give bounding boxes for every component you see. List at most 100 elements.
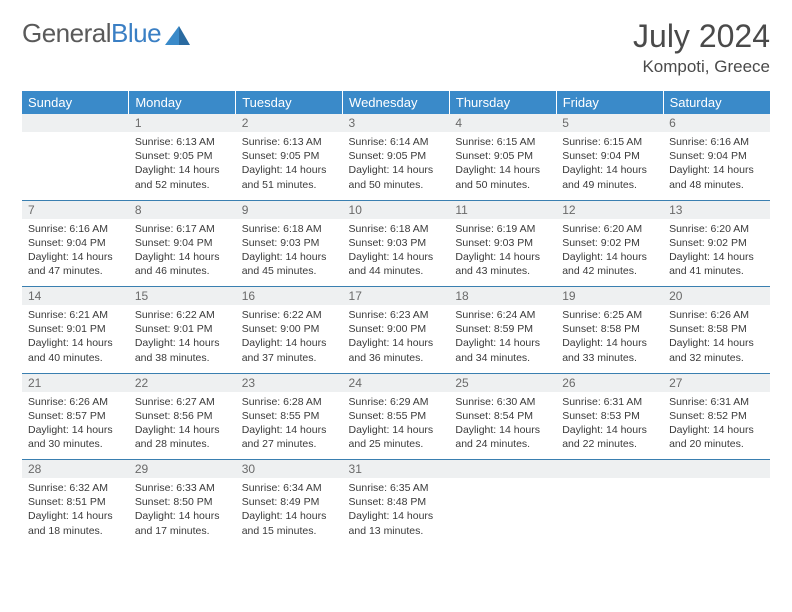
daylight-line: Daylight: 14 hours and 45 minutes. xyxy=(242,250,337,278)
day-content-cell: Sunrise: 6:26 AMSunset: 8:57 PMDaylight:… xyxy=(22,392,129,460)
daylight-line: Daylight: 14 hours and 27 minutes. xyxy=(242,423,337,451)
sunset-line: Sunset: 8:54 PM xyxy=(455,409,550,423)
day-content-cell: Sunrise: 6:29 AMSunset: 8:55 PMDaylight:… xyxy=(343,392,450,460)
sunrise-line: Sunrise: 6:18 AM xyxy=(349,222,444,236)
calendar-head: SundayMondayTuesdayWednesdayThursdayFrid… xyxy=(22,91,770,114)
daylight-line: Daylight: 14 hours and 15 minutes. xyxy=(242,509,337,537)
sunset-line: Sunset: 8:59 PM xyxy=(455,322,550,336)
day-content-cell: Sunrise: 6:17 AMSunset: 9:04 PMDaylight:… xyxy=(129,219,236,287)
sunrise-line: Sunrise: 6:26 AM xyxy=(669,308,764,322)
day-number-cell: 6 xyxy=(663,114,770,132)
content-row: Sunrise: 6:26 AMSunset: 8:57 PMDaylight:… xyxy=(22,392,770,460)
day-number-cell: 30 xyxy=(236,460,343,479)
sunset-line: Sunset: 9:04 PM xyxy=(669,149,764,163)
daylight-line: Daylight: 14 hours and 30 minutes. xyxy=(28,423,123,451)
logo-triangle-icon xyxy=(165,23,191,47)
sunset-line: Sunset: 9:05 PM xyxy=(455,149,550,163)
day-number-cell: 9 xyxy=(236,200,343,219)
sunrise-line: Sunrise: 6:35 AM xyxy=(349,481,444,495)
daylight-line: Daylight: 14 hours and 49 minutes. xyxy=(562,163,657,191)
sunrise-line: Sunrise: 6:26 AM xyxy=(28,395,123,409)
day-content-cell: Sunrise: 6:31 AMSunset: 8:52 PMDaylight:… xyxy=(663,392,770,460)
header: GeneralBlue July 2024 Kompoti, Greece xyxy=(22,18,770,77)
day-content-cell xyxy=(449,478,556,546)
day-content-cell: Sunrise: 6:19 AMSunset: 9:03 PMDaylight:… xyxy=(449,219,556,287)
day-content-cell: Sunrise: 6:32 AMSunset: 8:51 PMDaylight:… xyxy=(22,478,129,546)
sunrise-line: Sunrise: 6:31 AM xyxy=(562,395,657,409)
sunrise-line: Sunrise: 6:34 AM xyxy=(242,481,337,495)
sunset-line: Sunset: 9:05 PM xyxy=(242,149,337,163)
sunset-line: Sunset: 8:58 PM xyxy=(562,322,657,336)
day-number-cell: 17 xyxy=(343,287,450,306)
day-content-cell: Sunrise: 6:15 AMSunset: 9:05 PMDaylight:… xyxy=(449,132,556,200)
sunset-line: Sunset: 8:51 PM xyxy=(28,495,123,509)
day-content-cell: Sunrise: 6:20 AMSunset: 9:02 PMDaylight:… xyxy=(556,219,663,287)
day-number-cell: 25 xyxy=(449,373,556,392)
day-number-cell: 31 xyxy=(343,460,450,479)
daylight-line: Daylight: 14 hours and 44 minutes. xyxy=(349,250,444,278)
day-number-cell: 1 xyxy=(129,114,236,132)
daynum-row: 14151617181920 xyxy=(22,287,770,306)
daylight-line: Daylight: 14 hours and 28 minutes. xyxy=(135,423,230,451)
month-title: July 2024 xyxy=(633,18,770,55)
day-content-cell: Sunrise: 6:24 AMSunset: 8:59 PMDaylight:… xyxy=(449,305,556,373)
day-content-cell: Sunrise: 6:20 AMSunset: 9:02 PMDaylight:… xyxy=(663,219,770,287)
daynum-row: 28293031 xyxy=(22,460,770,479)
content-row: Sunrise: 6:21 AMSunset: 9:01 PMDaylight:… xyxy=(22,305,770,373)
daylight-line: Daylight: 14 hours and 37 minutes. xyxy=(242,336,337,364)
sunset-line: Sunset: 9:03 PM xyxy=(242,236,337,250)
day-number-cell: 21 xyxy=(22,373,129,392)
sunrise-line: Sunrise: 6:19 AM xyxy=(455,222,550,236)
day-content-cell: Sunrise: 6:30 AMSunset: 8:54 PMDaylight:… xyxy=(449,392,556,460)
day-number-cell: 11 xyxy=(449,200,556,219)
day-content-cell: Sunrise: 6:33 AMSunset: 8:50 PMDaylight:… xyxy=(129,478,236,546)
day-content-cell: Sunrise: 6:13 AMSunset: 9:05 PMDaylight:… xyxy=(236,132,343,200)
sunset-line: Sunset: 8:52 PM xyxy=(669,409,764,423)
daylight-line: Daylight: 14 hours and 42 minutes. xyxy=(562,250,657,278)
sunset-line: Sunset: 9:03 PM xyxy=(349,236,444,250)
day-content-cell: Sunrise: 6:18 AMSunset: 9:03 PMDaylight:… xyxy=(343,219,450,287)
day-number-cell xyxy=(449,460,556,479)
sunrise-line: Sunrise: 6:15 AM xyxy=(562,135,657,149)
day-number-cell: 27 xyxy=(663,373,770,392)
daylight-line: Daylight: 14 hours and 50 minutes. xyxy=(349,163,444,191)
day-number-cell: 13 xyxy=(663,200,770,219)
daynum-row: 21222324252627 xyxy=(22,373,770,392)
calendar-table: SundayMondayTuesdayWednesdayThursdayFrid… xyxy=(22,91,770,546)
daylight-line: Daylight: 14 hours and 24 minutes. xyxy=(455,423,550,451)
daylight-line: Daylight: 14 hours and 18 minutes. xyxy=(28,509,123,537)
day-content-cell: Sunrise: 6:25 AMSunset: 8:58 PMDaylight:… xyxy=(556,305,663,373)
sunrise-line: Sunrise: 6:20 AM xyxy=(669,222,764,236)
day-number-cell: 15 xyxy=(129,287,236,306)
daylight-line: Daylight: 14 hours and 43 minutes. xyxy=(455,250,550,278)
sunset-line: Sunset: 8:57 PM xyxy=(28,409,123,423)
day-number-cell xyxy=(22,114,129,132)
day-number-cell: 18 xyxy=(449,287,556,306)
sunrise-line: Sunrise: 6:30 AM xyxy=(455,395,550,409)
daylight-line: Daylight: 14 hours and 48 minutes. xyxy=(669,163,764,191)
day-number-cell: 28 xyxy=(22,460,129,479)
sunrise-line: Sunrise: 6:28 AM xyxy=(242,395,337,409)
sunset-line: Sunset: 9:01 PM xyxy=(135,322,230,336)
sunrise-line: Sunrise: 6:13 AM xyxy=(135,135,230,149)
sunrise-line: Sunrise: 6:25 AM xyxy=(562,308,657,322)
daylight-line: Daylight: 14 hours and 36 minutes. xyxy=(349,336,444,364)
logo-word-general: General xyxy=(22,18,111,48)
sunset-line: Sunset: 8:53 PM xyxy=(562,409,657,423)
day-content-cell: Sunrise: 6:21 AMSunset: 9:01 PMDaylight:… xyxy=(22,305,129,373)
day-number-cell: 20 xyxy=(663,287,770,306)
day-content-cell: Sunrise: 6:28 AMSunset: 8:55 PMDaylight:… xyxy=(236,392,343,460)
content-row: Sunrise: 6:32 AMSunset: 8:51 PMDaylight:… xyxy=(22,478,770,546)
sunset-line: Sunset: 9:05 PM xyxy=(349,149,444,163)
day-content-cell: Sunrise: 6:16 AMSunset: 9:04 PMDaylight:… xyxy=(663,132,770,200)
weekday-header: Thursday xyxy=(449,91,556,114)
day-content-cell: Sunrise: 6:23 AMSunset: 9:00 PMDaylight:… xyxy=(343,305,450,373)
sunrise-line: Sunrise: 6:27 AM xyxy=(135,395,230,409)
sunrise-line: Sunrise: 6:22 AM xyxy=(135,308,230,322)
sunset-line: Sunset: 8:50 PM xyxy=(135,495,230,509)
sunset-line: Sunset: 9:00 PM xyxy=(349,322,444,336)
day-content-cell: Sunrise: 6:34 AMSunset: 8:49 PMDaylight:… xyxy=(236,478,343,546)
sunset-line: Sunset: 9:04 PM xyxy=(28,236,123,250)
sunrise-line: Sunrise: 6:15 AM xyxy=(455,135,550,149)
sunrise-line: Sunrise: 6:33 AM xyxy=(135,481,230,495)
